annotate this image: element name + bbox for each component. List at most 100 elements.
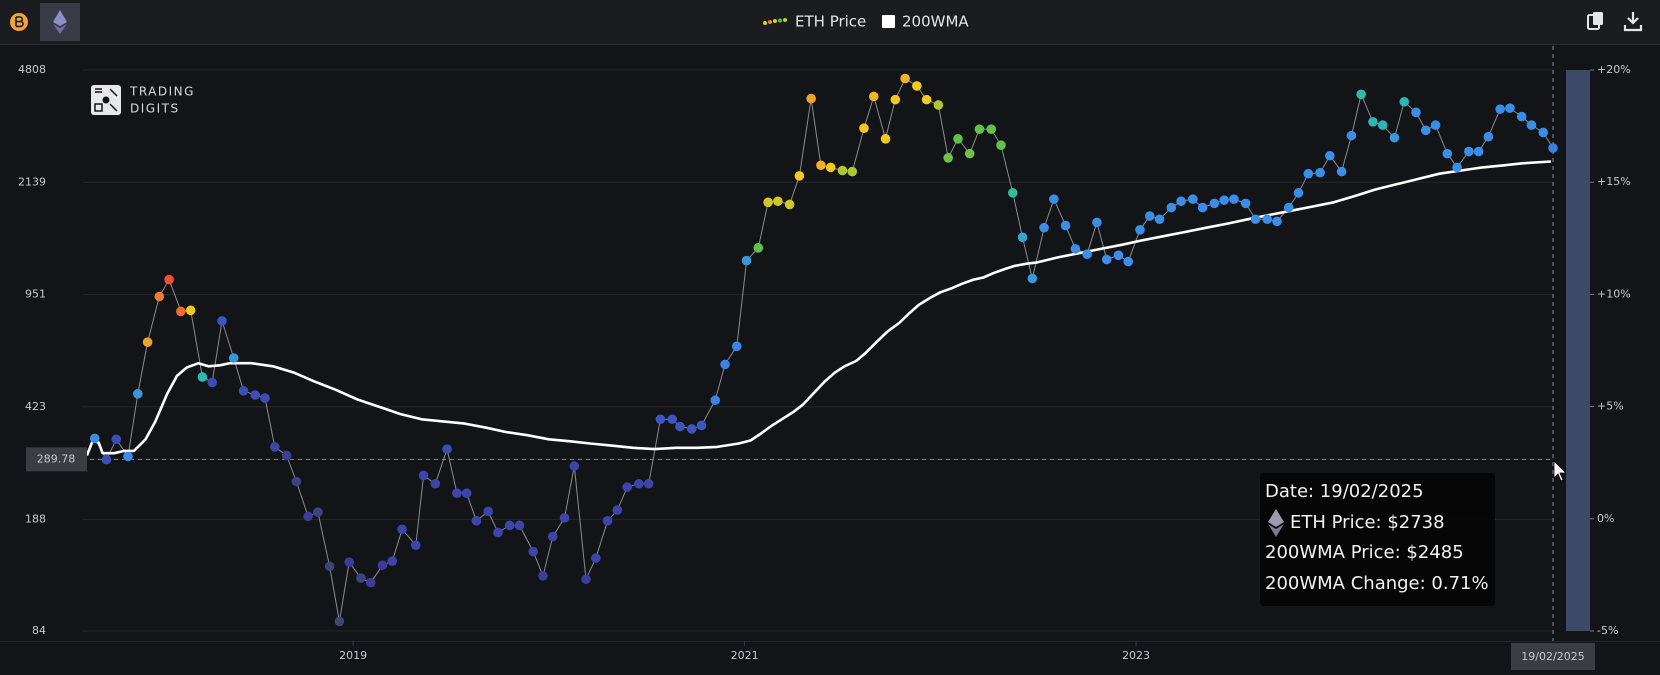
price-dot — [912, 81, 922, 91]
price-dot — [1027, 273, 1038, 284]
price-dot — [365, 577, 376, 588]
mouse-cursor — [1553, 460, 1567, 482]
price-dot — [387, 556, 398, 566]
price-dot — [1442, 148, 1453, 159]
price-dot — [514, 520, 525, 531]
tooltip-line: ETH Price: $2738 — [1290, 512, 1445, 533]
price-dot — [164, 274, 174, 285]
price-dot — [1420, 125, 1431, 136]
price-dot — [270, 442, 280, 452]
brand-line: DIGITS — [130, 102, 180, 116]
price-dot — [1092, 217, 1102, 228]
price-dot — [591, 553, 601, 564]
series-line — [85, 160, 1552, 456]
price-dot — [461, 488, 472, 498]
price-dot — [1272, 216, 1282, 227]
tooltip: Date: 19/02/2025 ETH Price: $2738 200WMA P… — [1260, 473, 1495, 606]
price-dot — [123, 451, 133, 462]
legend: ETH Price 200WMA — [763, 13, 969, 31]
price-dot — [964, 148, 975, 159]
price-dot — [1262, 214, 1273, 225]
price-dot — [921, 94, 932, 105]
price-dot — [720, 359, 730, 370]
price-dot — [133, 389, 143, 399]
price-dot — [313, 507, 323, 517]
price-dot — [89, 433, 100, 444]
price-dot — [953, 133, 963, 144]
price-dot — [667, 414, 677, 425]
price-dot — [452, 488, 462, 498]
price-dot — [1516, 111, 1527, 122]
price-dot — [528, 546, 538, 557]
colorbar-tick-label: 0% — [1597, 512, 1614, 525]
price-dot — [185, 305, 196, 316]
price-dot — [943, 153, 953, 163]
price-dot — [418, 470, 429, 481]
price-dot — [1389, 132, 1400, 143]
price-dot — [442, 444, 452, 454]
price-dot — [816, 160, 826, 171]
y-tick-label: 4808 — [18, 63, 46, 76]
legend-label: 200WMA — [902, 13, 969, 31]
tooltip-line: Date: 19/02/2025 — [1265, 481, 1424, 502]
legend-label: ETH Price — [795, 13, 866, 31]
x-tick-label: 2019 — [339, 649, 367, 662]
price-dot — [547, 531, 558, 542]
price-dot — [1538, 127, 1549, 138]
price-dot — [806, 93, 816, 104]
brand-line: TRADING — [129, 85, 195, 99]
tooltip-bg — [1260, 473, 1495, 606]
price-dot — [933, 100, 944, 110]
price-dot — [1166, 202, 1177, 213]
price-dot — [1505, 103, 1515, 113]
price-dot — [101, 454, 112, 465]
price-dot — [1495, 104, 1505, 114]
price-dot — [859, 123, 869, 134]
price-dot — [1315, 167, 1325, 178]
ethereum-icon-lower — [53, 24, 67, 34]
ethereum-button[interactable] — [40, 3, 80, 41]
copy-icon-front — [1593, 12, 1603, 25]
price-dot — [1229, 194, 1239, 204]
price-dot — [154, 291, 165, 302]
price-dot — [250, 390, 261, 400]
price-dot — [1176, 196, 1186, 207]
price-dot — [430, 478, 441, 489]
bitcoin-button[interactable] — [10, 13, 28, 31]
price-dot — [602, 516, 613, 526]
price-dot — [837, 165, 848, 176]
colorbar — [1566, 70, 1590, 631]
legend-dot — [768, 20, 772, 24]
download-button[interactable] — [1623, 12, 1643, 32]
price-dot — [1283, 202, 1294, 213]
price-dot — [197, 372, 208, 382]
price-dot — [581, 574, 591, 585]
price-dot — [559, 513, 570, 523]
plot: 84 188 423 951 2139 4808 2019 2021 2023 289.78 19/… — [0, 46, 1660, 670]
price-dot — [763, 197, 773, 208]
copy-button[interactable] — [1587, 12, 1603, 30]
price-dot — [377, 560, 388, 571]
y-tick-label: 84 — [32, 624, 46, 637]
price-dot — [1113, 250, 1124, 261]
price-dot — [344, 557, 355, 567]
y-tick-label: 2139 — [18, 175, 46, 188]
legend-swatch — [882, 15, 895, 28]
price-dot — [890, 94, 901, 105]
price-dot — [1250, 214, 1261, 225]
price-dot — [1303, 168, 1314, 179]
price-dot — [974, 124, 985, 135]
legend-dot — [783, 18, 787, 22]
logo-icon-center — [102, 96, 110, 104]
price-dot — [794, 171, 805, 181]
download-icon — [1623, 12, 1643, 32]
crosshair-y-label: 289.78 — [37, 452, 76, 465]
price-dot — [228, 353, 239, 363]
price-dot — [1070, 244, 1081, 254]
colorbar-tick-label: -5% — [1597, 624, 1618, 637]
price-dot — [1411, 107, 1421, 118]
price-dot — [773, 196, 783, 207]
price-dot — [356, 573, 366, 583]
crosshair-y-label-bg — [26, 447, 87, 472]
